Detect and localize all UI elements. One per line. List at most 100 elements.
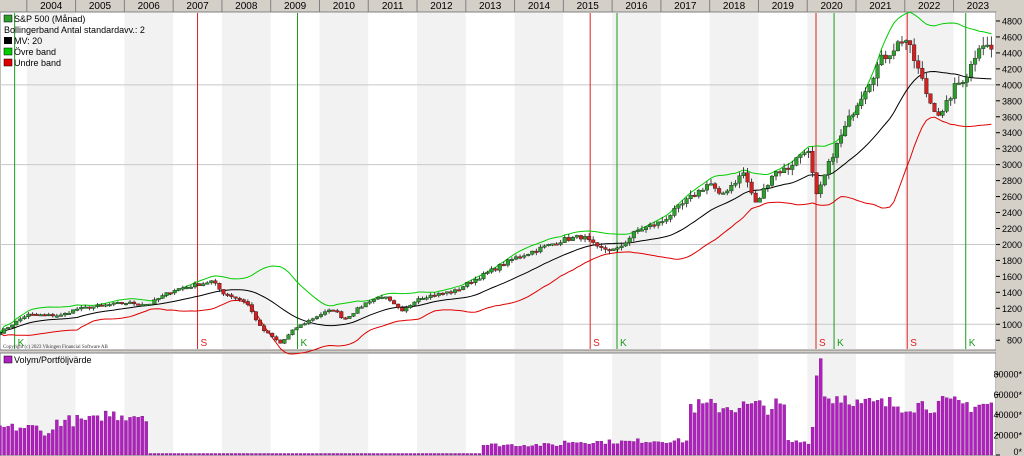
volume-bar — [2, 426, 6, 456]
price-bar — [107, 304, 112, 307]
price-bar — [587, 236, 592, 241]
legend-lower-band: Undre band — [14, 58, 61, 68]
price-bar — [290, 329, 295, 335]
price-bar — [985, 44, 990, 47]
price-bar — [168, 292, 173, 295]
price-bar — [383, 296, 388, 299]
price-bar — [717, 188, 722, 194]
price-bar — [469, 281, 474, 284]
price-bar — [981, 45, 986, 49]
volume-bar — [55, 419, 59, 456]
volume-bar — [814, 375, 819, 456]
volume-bar — [884, 406, 888, 456]
volume-bar — [120, 415, 124, 456]
volume-bar — [396, 453, 400, 456]
price-bar — [676, 204, 681, 209]
price-bar — [67, 312, 72, 315]
price-bar — [75, 308, 80, 311]
volume-bar — [355, 453, 360, 456]
price-bar — [184, 286, 189, 289]
price-bar — [249, 304, 254, 312]
volume-bar — [831, 403, 835, 456]
volume-bar — [315, 453, 319, 456]
volume-bar — [615, 443, 620, 456]
price-bar — [855, 105, 860, 115]
y-tick-label: 4400 — [1002, 48, 1022, 58]
price-bar — [123, 303, 128, 306]
volume-bar — [530, 445, 534, 456]
price-bar — [493, 268, 498, 271]
volume-bar — [713, 403, 717, 456]
price-bar — [948, 98, 953, 101]
price-bar — [282, 339, 287, 344]
year-band — [221, 354, 271, 455]
volume-bar — [762, 405, 766, 456]
signal-label: S — [593, 338, 600, 349]
volume-bar — [701, 403, 705, 456]
x-tick-label: 2006 — [138, 1, 161, 12]
volume-bar — [957, 400, 961, 456]
price-bar — [448, 291, 453, 294]
volume-bar — [270, 453, 274, 456]
price-bar — [887, 55, 892, 60]
volume-bar — [339, 453, 343, 456]
x-tick-label: 2015 — [577, 1, 600, 12]
price-bar — [412, 301, 417, 306]
price-bar — [310, 318, 315, 321]
price-bar — [111, 302, 116, 305]
price-bar — [465, 281, 470, 287]
price-legend: S&P 500 (Månad) Bollingerband Antal stan… — [3, 14, 145, 68]
volume-bar — [331, 453, 335, 456]
volume-bar — [75, 415, 79, 456]
volume-bar — [368, 453, 372, 456]
volume-bar — [242, 453, 246, 456]
volume-bar — [912, 412, 916, 456]
price-bar — [778, 171, 783, 174]
volume-bar — [160, 453, 165, 456]
y-tick-label: 1000 — [1002, 320, 1022, 330]
volume-bar — [453, 453, 457, 456]
volume-bar — [502, 444, 506, 456]
price-bar — [10, 324, 15, 328]
price-bar — [806, 150, 811, 153]
volume-bar — [965, 402, 969, 456]
price-bar — [794, 157, 799, 166]
price-bar — [339, 311, 344, 319]
volume-bar — [977, 404, 981, 456]
volume-bar — [920, 401, 924, 456]
volume-bar — [173, 453, 177, 456]
volume-bar — [892, 406, 896, 456]
volume-bar — [632, 441, 636, 456]
volume-bar — [465, 453, 469, 456]
price-bar — [713, 183, 718, 189]
swatch-icon — [3, 355, 13, 364]
volume-bar — [835, 396, 839, 456]
price-bar — [408, 304, 413, 308]
volume-bar — [22, 428, 27, 456]
volume-bar — [294, 453, 299, 456]
volume-bar — [43, 435, 47, 456]
price-bar — [331, 309, 336, 312]
x-tick-label: 2014 — [528, 1, 551, 12]
volume-bar — [928, 413, 933, 456]
volume-bar — [961, 403, 965, 456]
volume-bar — [575, 442, 579, 456]
x-tick-label: 2013 — [479, 1, 502, 12]
price-bar — [513, 256, 518, 260]
price-bar — [944, 100, 949, 112]
price-bar — [611, 248, 616, 251]
volume-bar — [932, 412, 937, 456]
price-bar — [217, 283, 222, 290]
volume-bar — [969, 411, 973, 456]
x-tick-label: 2023 — [967, 1, 990, 12]
price-bar — [745, 172, 750, 183]
volume-bar — [51, 429, 55, 456]
price-bar — [359, 306, 364, 309]
price-bar — [522, 255, 527, 258]
price-bar — [461, 286, 466, 290]
price-bar — [266, 330, 271, 334]
price-bar — [253, 311, 258, 321]
legend-volume: Volym/Portföljvärde — [14, 355, 92, 365]
volume-bar — [603, 443, 608, 456]
volume-bar — [855, 399, 859, 456]
